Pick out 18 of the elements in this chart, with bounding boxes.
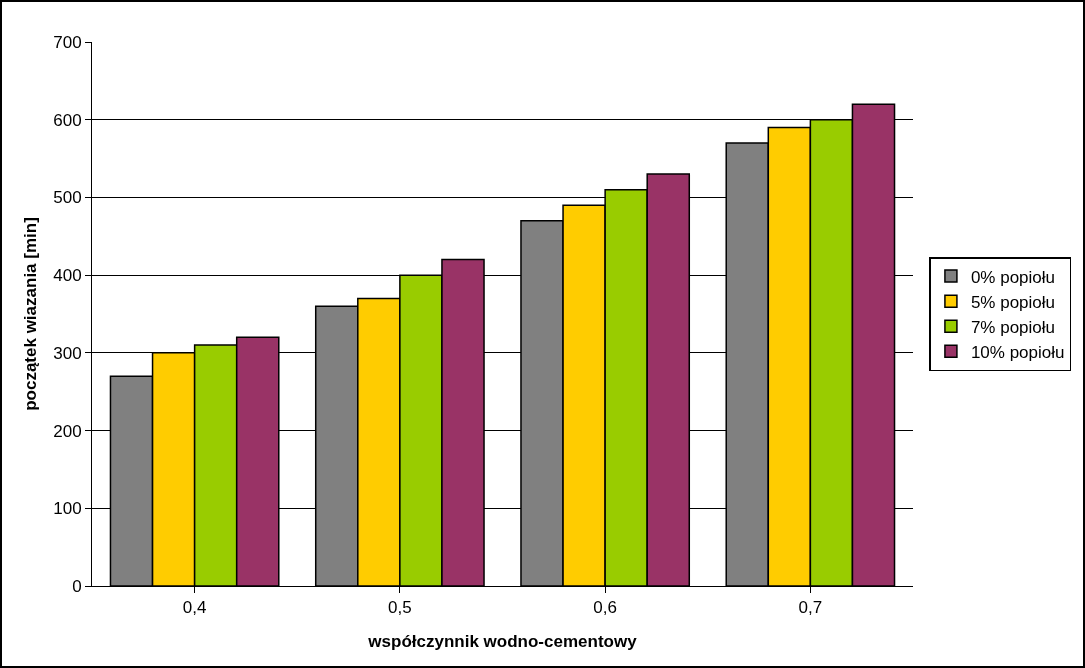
legend-label: 10% popiołu bbox=[970, 342, 1065, 362]
legend-label: 5% popiołu bbox=[970, 292, 1056, 312]
y-tick-label: 300 bbox=[53, 343, 82, 363]
y-tick-label: 0 bbox=[72, 576, 82, 596]
y-tick-label: 400 bbox=[53, 266, 82, 286]
y-tick-label: 600 bbox=[53, 110, 82, 130]
x-tick-label: 0,6 bbox=[593, 598, 617, 618]
y-tick-label: 100 bbox=[53, 499, 82, 519]
legend-label: 0% popiołu bbox=[970, 267, 1056, 287]
y-tick-label: 200 bbox=[53, 421, 82, 441]
y-tick-label: 500 bbox=[53, 188, 82, 208]
x-tick-label: 0,5 bbox=[388, 598, 412, 618]
x-axis-title: współczynnik wodno-cementowy bbox=[367, 631, 638, 651]
x-tick-label: 0,4 bbox=[182, 598, 207, 618]
x-tick-label: 0,7 bbox=[798, 598, 823, 618]
y-axis-title: początek wiazania [min] bbox=[20, 217, 40, 411]
y-tick-label: 700 bbox=[53, 32, 82, 52]
legend-label: 7% popiołu bbox=[970, 317, 1056, 337]
